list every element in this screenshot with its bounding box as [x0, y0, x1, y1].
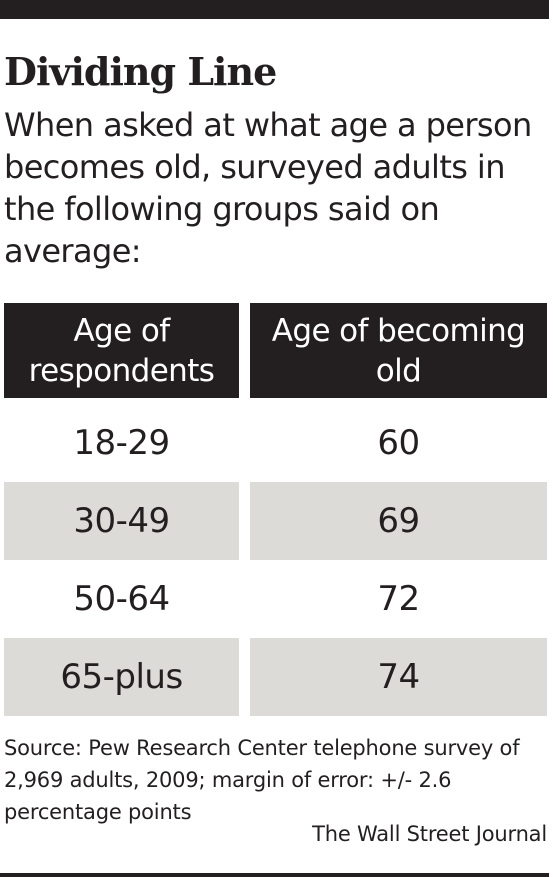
source-note: Source: Pew Research Center telephone su… [4, 736, 520, 824]
age-becoming-old-cell: 69 [250, 482, 547, 560]
top-rule [0, 0, 549, 19]
bottom-rule [0, 873, 549, 877]
table-row: 65-plus 74 [4, 638, 547, 716]
column-header-age-of-becoming-old: Age of becoming old [250, 303, 547, 398]
table-row: 18-29 60 [4, 404, 547, 482]
respondent-age-cell: 50-64 [73, 579, 170, 619]
chart-subtitle: When asked at what age a person becomes … [4, 106, 532, 270]
age-becoming-old-cell: 60 [377, 423, 420, 463]
table-row: 50-64 72 [4, 560, 547, 638]
chart-title: Dividing Line [4, 49, 277, 94]
table-header-row: Age of respondents Age of becoming old [4, 303, 547, 398]
column-header-age-of-respondents: Age of respondents [4, 303, 239, 398]
respondent-age-cell: 65-plus [4, 638, 239, 716]
data-table: Age of respondents Age of becoming old 1… [4, 303, 547, 716]
respondent-age-cell: 30-49 [4, 482, 239, 560]
publisher-credit: The Wall Street Journal [312, 822, 547, 846]
age-becoming-old-cell: 72 [377, 579, 420, 619]
age-becoming-old-cell: 74 [250, 638, 547, 716]
respondent-age-cell: 18-29 [73, 423, 170, 463]
table-row: 30-49 69 [4, 482, 547, 560]
